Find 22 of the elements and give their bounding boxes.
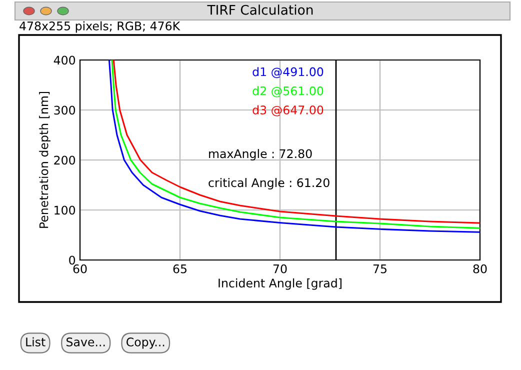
text: d2 @561.00 xyxy=(252,86,324,98)
y-tick-label: 400 xyxy=(54,56,76,65)
x-axis-title: Incident Angle [grad] xyxy=(218,278,342,290)
text: Copy... xyxy=(126,337,164,349)
text: d1 @491.00 xyxy=(252,67,324,78)
x-tick-label: 60 xyxy=(73,264,87,274)
chart-title: TIRF Calculation xyxy=(207,4,313,15)
annotation: critical Angle : 61.20 xyxy=(208,178,330,190)
x-tick-label: 70 xyxy=(273,264,287,274)
text: Save... xyxy=(66,337,105,346)
chart-subtitle: 478x255 pixels; RGB; 476K xyxy=(20,21,180,33)
text: List xyxy=(26,337,46,346)
annotation: maxAngle : 72.80 xyxy=(209,149,312,160)
y-tick-label: 300 xyxy=(54,106,76,115)
text: d3 @647.00 xyxy=(252,105,324,116)
x-tick-label: 65 xyxy=(173,264,186,274)
x-tick-label: 75 xyxy=(373,264,386,274)
y-tick-label: 200 xyxy=(54,156,76,165)
y-axis-title: Penetration depth [nm] xyxy=(39,92,51,228)
y-tick-label: 100 xyxy=(54,206,76,215)
y-tick-label: 0 xyxy=(69,256,76,265)
x-tick-label: 80 xyxy=(473,264,487,274)
